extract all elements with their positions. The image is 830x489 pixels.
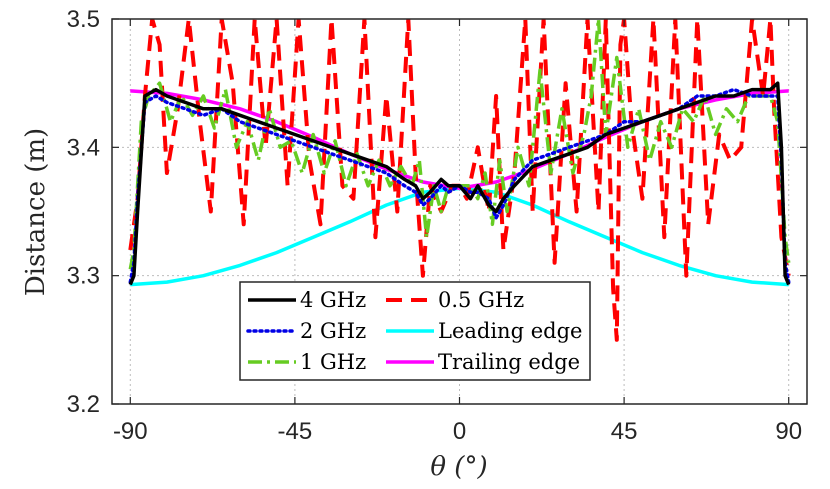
legend-label: 0.5 GHz	[438, 288, 524, 312]
legend-label: Leading edge	[438, 319, 582, 343]
axis-ticks: -90 -45 0 45 90 3.2 3.3 3.4 3.5	[67, 6, 807, 445]
legend: 4 GHz 0.5 GHz 2 GHz Leading edge 1 GHz Traili…	[239, 281, 591, 381]
legend-label: 2 GHz	[300, 319, 366, 343]
legend-label: 1 GHz	[300, 350, 366, 374]
y-axis-label: Distance (m)	[21, 128, 51, 296]
legend-label: 4 GHz	[300, 288, 366, 312]
y-tick-label: 3.4	[67, 134, 100, 161]
x-tick-label: 90	[775, 418, 802, 445]
legend-label: Trailing edge	[438, 350, 580, 374]
y-tick-label: 3.2	[67, 391, 100, 418]
data-series	[128, 19, 791, 342]
series-line-0-5-ghz	[128, 19, 791, 342]
x-tick-label: -90	[113, 418, 148, 445]
y-tick-label: 3.3	[67, 263, 100, 290]
x-tick-label: 45	[611, 418, 638, 445]
series-line-4-ghz	[128, 81, 791, 286]
x-axis-label: θ (°)	[430, 452, 487, 482]
x-tick-label: 0	[453, 418, 466, 445]
series-line-1-ghz	[128, 19, 791, 270]
y-tick-label: 3.5	[67, 6, 100, 33]
x-tick-label: -45	[278, 418, 313, 445]
